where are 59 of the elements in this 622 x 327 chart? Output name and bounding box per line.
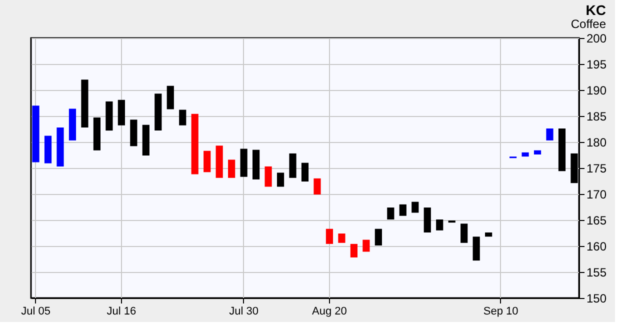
bar: [68, 108, 76, 140]
bar: [228, 160, 236, 178]
y-tick-label: 185: [586, 110, 607, 124]
bar: [460, 224, 468, 243]
y-tick-label: 190: [586, 84, 607, 98]
bar: [362, 240, 370, 252]
bar: [326, 228, 334, 244]
chart-title: KC: [586, 2, 606, 18]
bar: [472, 236, 480, 261]
bar: [289, 153, 296, 178]
bar: [338, 234, 346, 243]
y-tick-label: 180: [586, 136, 607, 150]
bar: [264, 166, 272, 187]
bar: [399, 204, 406, 216]
x-tick-label: Jul 30: [229, 306, 258, 318]
bar: [240, 148, 248, 177]
bar: [179, 110, 186, 126]
bar: [301, 162, 309, 182]
bar: [118, 100, 125, 126]
bar: [44, 136, 52, 164]
bar: [387, 208, 394, 220]
x-tick-label: Sep 10: [483, 306, 518, 318]
bar: [276, 172, 284, 187]
bar: [204, 150, 211, 172]
y-tick-label: 165: [586, 214, 607, 228]
y-tick-label: 195: [586, 58, 607, 72]
y-tick-label: 175: [586, 162, 607, 176]
y-tick-label: 170: [586, 188, 607, 202]
bar: [93, 118, 101, 150]
bar: [546, 128, 554, 140]
y-tick-label: 200: [586, 32, 607, 46]
x-tick-label: Jul 16: [106, 306, 136, 318]
bar: [81, 80, 88, 128]
bar: [412, 202, 419, 213]
bar: [216, 146, 223, 178]
chart-subtitle: Coffee: [570, 17, 606, 31]
bar: [130, 120, 138, 146]
bar: [166, 86, 174, 110]
bar: [32, 106, 40, 162]
bar: [314, 178, 321, 195]
bar: [350, 244, 358, 258]
y-tick-label: 160: [586, 240, 607, 254]
bar: [252, 150, 260, 180]
x-tick-label: Aug 20: [312, 306, 347, 318]
y-tick-label: 155: [586, 266, 607, 280]
bar: [485, 232, 492, 237]
bar: [106, 101, 113, 131]
x-tick-label: Jul 05: [21, 306, 50, 318]
bar: [436, 219, 444, 230]
bar: [374, 228, 382, 246]
bar: [424, 208, 431, 232]
bar: [522, 152, 529, 157]
bar: [558, 128, 566, 172]
bar: [142, 124, 150, 156]
bar: [56, 127, 64, 166]
y-tick-label: 150: [586, 292, 607, 306]
bar: [534, 150, 542, 154]
bar: [154, 94, 162, 131]
bar: [191, 114, 198, 174]
